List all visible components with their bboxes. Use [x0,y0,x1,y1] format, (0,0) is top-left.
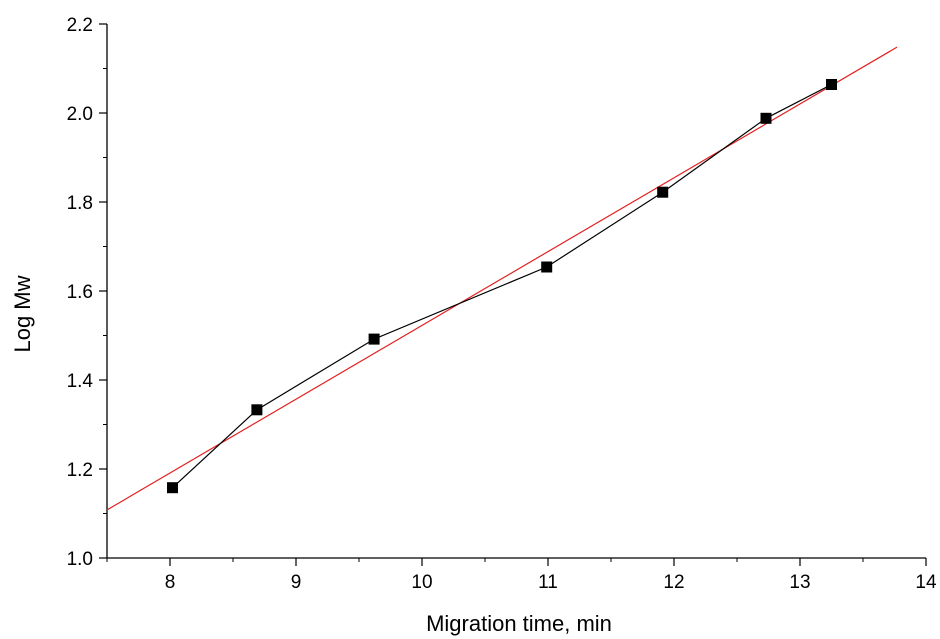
y-tick-label: 1.4 [67,371,94,392]
y-tick-label: 1.8 [67,193,93,214]
y-tick-label: 1.2 [67,460,93,481]
data-point [760,112,772,124]
x-tick-label: 13 [789,572,810,593]
fit-line-layer [106,46,898,511]
x-tick-label: 8 [165,572,176,593]
series-layer [167,79,837,494]
x-tick-label: 11 [538,572,558,593]
x-tick-label: 9 [291,572,302,593]
axes: 8 9 10 11 12 13 14 1.0 1.2 1.4 1.6 1.8 2.0 2.2 [67,15,937,593]
data-point [541,261,553,273]
y-tick-label: 1.0 [67,549,93,570]
data-point [826,79,837,90]
data-point [251,404,263,416]
x-tick-label: 14 [915,572,937,593]
x-tick-label: 12 [663,572,684,593]
y-axis-label: Log Mw [10,275,35,352]
data-point [657,186,669,198]
data-point [167,482,178,494]
x-axis-label: Migration time, min [426,611,612,636]
x-tick-label: 10 [411,572,432,593]
y-tick-label: 2.0 [67,104,93,125]
y-tick-label: 1.6 [67,282,93,303]
data-point [368,333,380,345]
series-line [172,83,832,489]
y-tick-label: 2.2 [67,15,93,36]
fit-line [106,46,898,511]
